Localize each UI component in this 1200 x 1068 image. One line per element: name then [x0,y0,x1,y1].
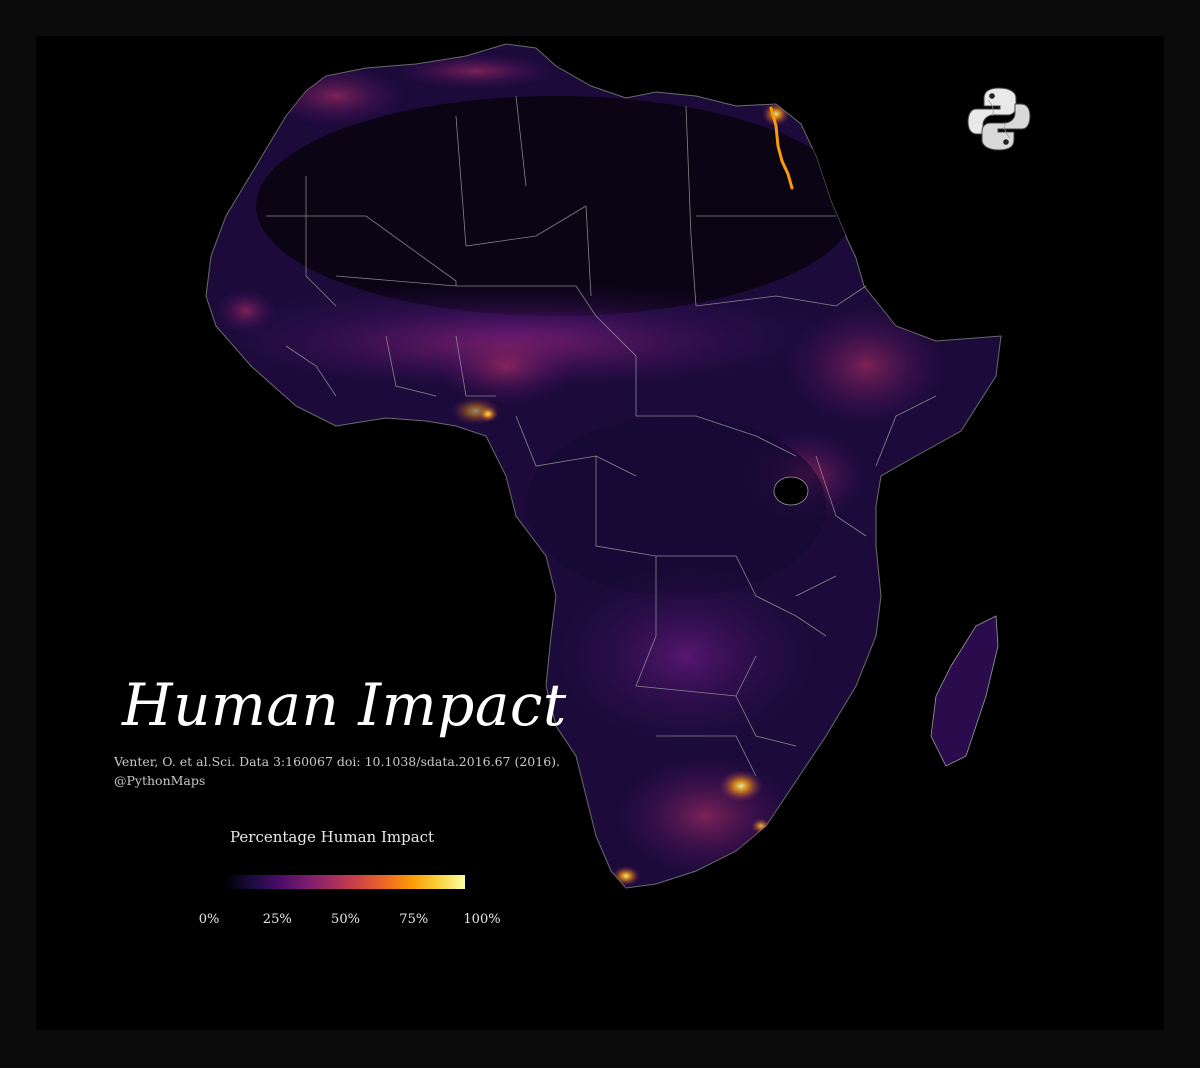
human-impact-heat-layer [206,53,946,886]
legend-title: Percentage Human Impact [230,828,435,846]
legend-tick-label: 75% [399,912,429,927]
lake-victoria [773,476,809,506]
legend-tick-label: 100% [463,912,501,927]
map-frame: Human Impact Venter, O. et al.Sci. Data … [36,36,1164,1030]
nile-river [769,106,794,190]
madagascar [930,615,999,767]
country-borders [266,95,937,777]
python-logo-icon [966,86,1032,152]
legend-tick-label: 0% [198,912,220,927]
legend-tick-label: 50% [331,912,360,927]
map-title: Human Impact [122,671,567,739]
citation-handle: @PythonMaps [114,773,206,788]
legend-colorbar [226,875,465,889]
legend-tick-label: 25% [262,912,292,927]
africa-map [205,43,1002,889]
citation-source: Venter, O. et al.Sci. Data 3:160067 doi:… [114,754,560,769]
citation-block: Venter, O. et al.Sci. Data 3:160067 doi:… [114,752,560,790]
